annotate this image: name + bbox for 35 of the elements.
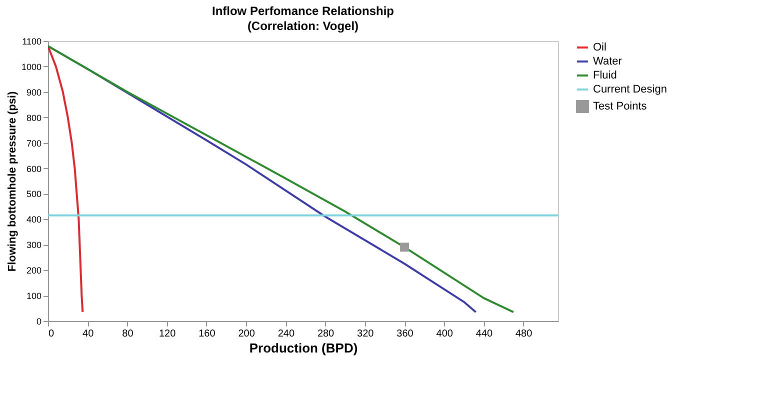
y-tick-label: 900 <box>26 87 42 98</box>
x-tick-label: 480 <box>515 328 533 340</box>
x-tick-label: 0 <box>48 328 54 340</box>
legend-label: Test Points <box>593 100 648 112</box>
x-tick-label: 440 <box>476 328 494 340</box>
legend-label: Oil <box>593 42 606 54</box>
y-tick-label: 100 <box>26 291 42 302</box>
x-tick-label: 120 <box>158 328 176 340</box>
y-tick-label: 800 <box>26 112 42 123</box>
x-tick-label: 280 <box>317 328 335 340</box>
y-tick-label: 600 <box>26 164 42 174</box>
legend-label: Water <box>593 56 622 68</box>
y-tick-label: 400 <box>26 214 42 225</box>
y-tick-label: 1000 <box>21 62 42 72</box>
y-tick-label: 0 <box>36 316 42 326</box>
y-tick-label: 300 <box>26 240 42 250</box>
y-tick-label: 1100 <box>22 36 42 46</box>
y-axis-title: Flowing bottomhole pressure (psi) <box>6 91 18 272</box>
y-tick-label: 700 <box>26 138 42 148</box>
x-tick-label: 320 <box>357 328 374 340</box>
legend-label: Fluid <box>593 70 617 82</box>
chart-title: Inflow Perfomance Relationship <box>212 4 394 18</box>
x-tick-label: 200 <box>238 328 256 340</box>
x-tick-label: 40 <box>82 328 94 340</box>
legend-label: Current Design <box>593 84 667 96</box>
line-series <box>48 45 84 314</box>
x-tick-label: 360 <box>396 328 414 340</box>
x-tick-label: 160 <box>198 328 216 340</box>
x-axis-title: Production (BPD) <box>249 340 358 356</box>
chart-subtitle: (Correlation: Vogel) <box>247 19 359 33</box>
x-tick-label: 400 <box>436 328 454 340</box>
y-tick-label: 200 <box>26 266 42 276</box>
y-tick-label: 500 <box>26 189 42 200</box>
x-tick-label: 240 <box>278 328 295 340</box>
x-tick-label: 80 <box>122 328 134 340</box>
